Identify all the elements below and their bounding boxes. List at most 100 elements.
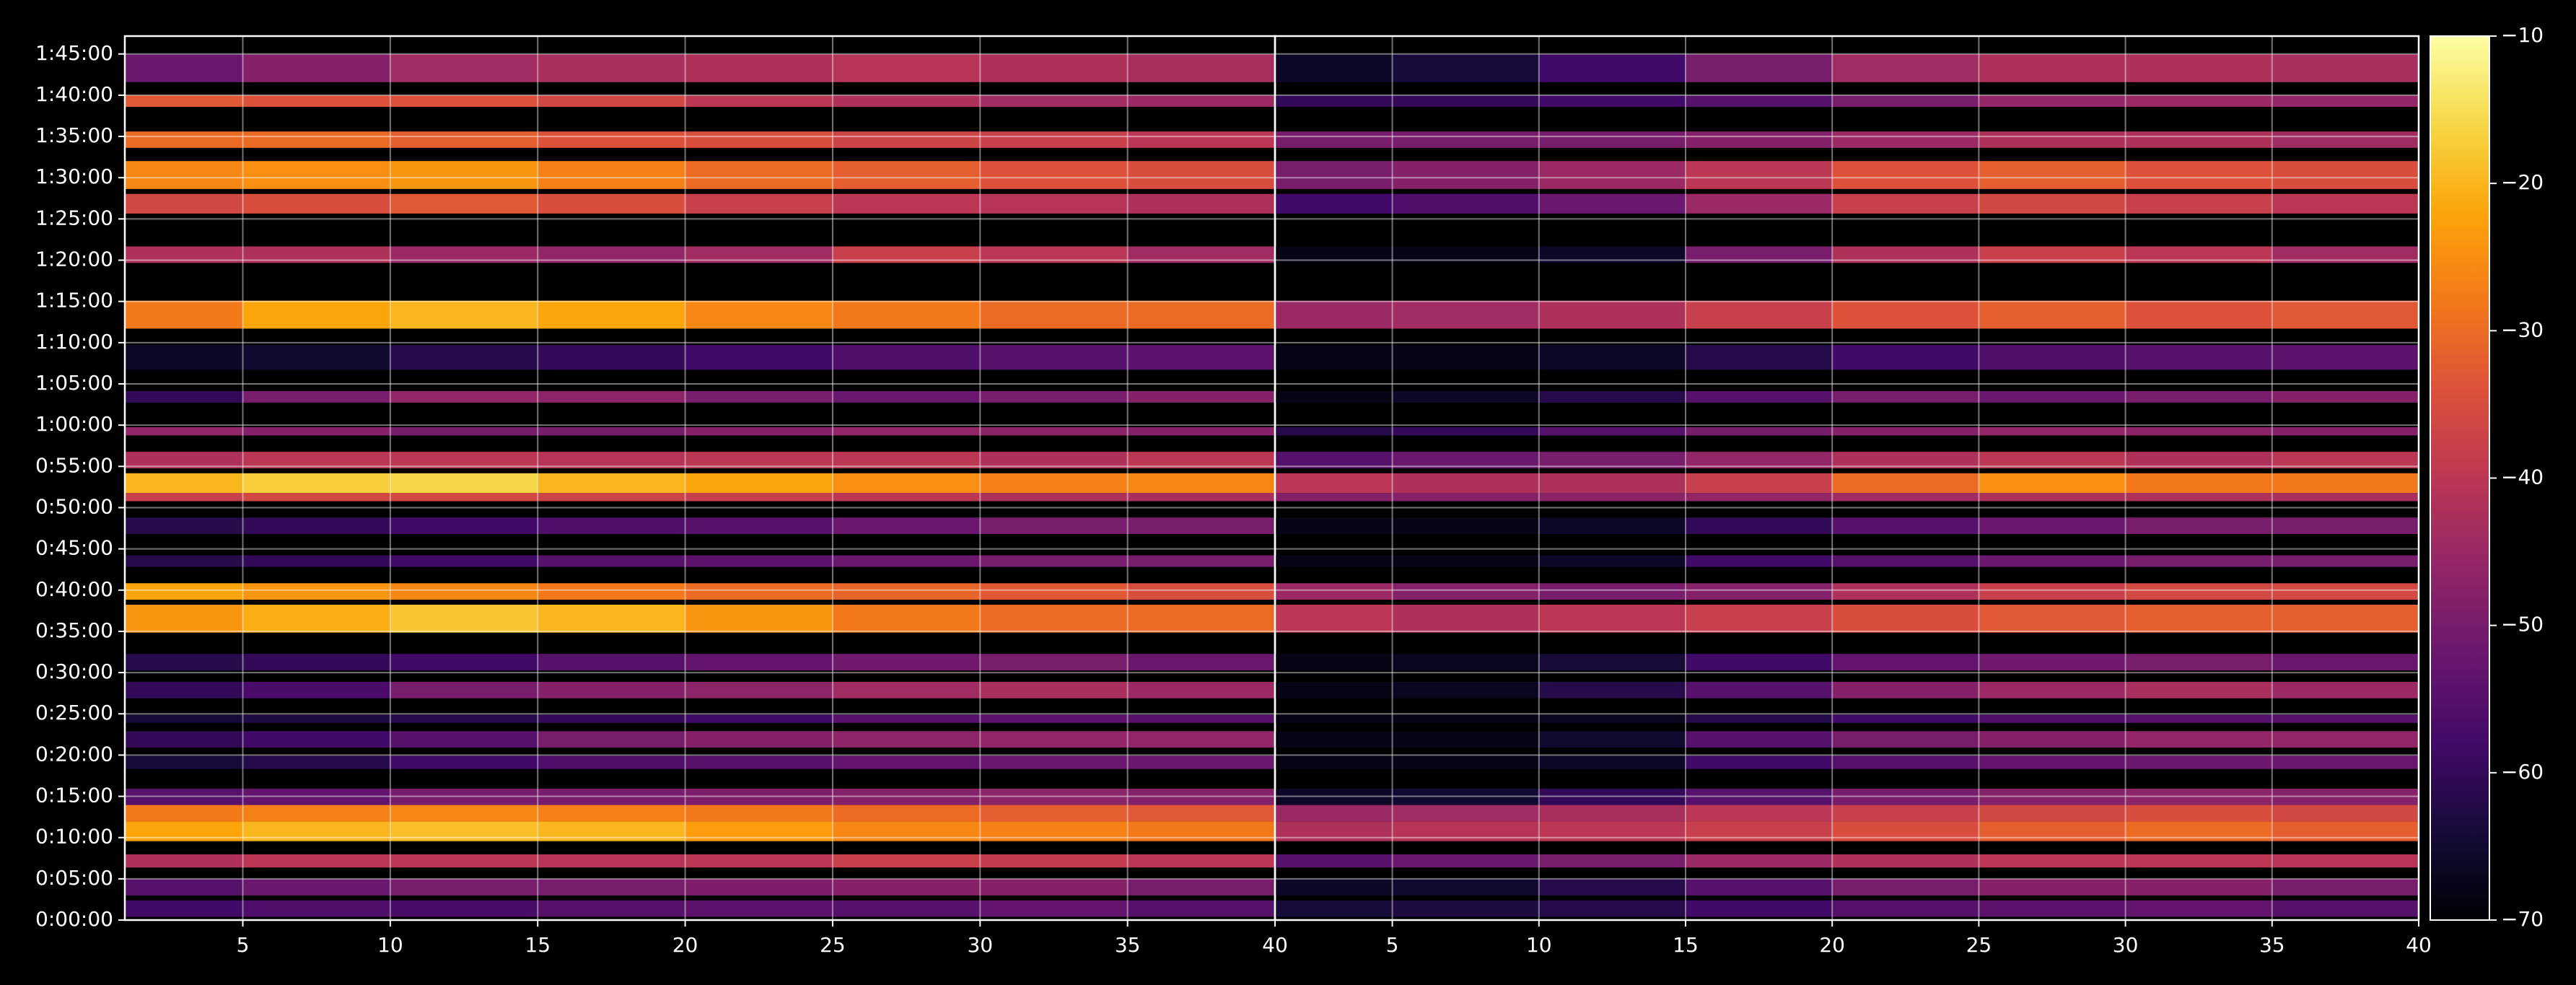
heatmap-cell: [125, 345, 243, 370]
heatmap-cell: [125, 193, 243, 214]
heatmap-cell: [1275, 246, 1393, 263]
heatmap-cell: [1127, 900, 1275, 917]
heatmap-cell: [1979, 54, 2126, 82]
heatmap-cell: [1127, 300, 1275, 329]
heatmap-cell: [1392, 390, 1539, 403]
heatmap-cell: [390, 517, 538, 535]
heatmap-cell: [1127, 555, 1275, 567]
heatmap-cell: [1685, 452, 1833, 468]
heatmap-panel: [125, 54, 1275, 917]
heatmap-cell: [980, 345, 1128, 370]
y-tick-label: 1:05:00: [35, 371, 113, 395]
heatmap-cell: [242, 583, 390, 600]
heatmap-cell: [685, 300, 833, 329]
heatmap-cell: [685, 756, 833, 769]
heatmap-cell: [980, 788, 1128, 805]
heatmap-cell: [1832, 900, 1979, 917]
heatmap-cell: [1979, 654, 2126, 671]
heatmap-cell: [685, 805, 833, 822]
heatmap-cell: [2271, 246, 2419, 263]
heatmap-cell: [1392, 714, 1539, 723]
heatmap-cell: [1127, 517, 1275, 535]
panel-frame: [1274, 35, 2420, 921]
heatmap-cell: [538, 879, 685, 896]
heatmap-cell: [1538, 854, 1686, 868]
x-tick-label: 40: [1262, 933, 1288, 957]
heatmap-cell: [538, 345, 685, 370]
heatmap-cell: [125, 555, 243, 567]
heatmap-cell: [1538, 788, 1686, 805]
heatmap-cell: [980, 879, 1128, 896]
heatmap-cell: [242, 390, 390, 403]
heatmap-cell: [242, 900, 390, 917]
heatmap-cell: [1127, 604, 1275, 633]
x-tick-label: 30: [967, 933, 993, 957]
heatmap-cell: [1685, 427, 1833, 436]
heatmap-cell: [2271, 193, 2419, 214]
heatmap-cell: [1979, 731, 2126, 748]
heatmap-cell: [1538, 345, 1686, 370]
heatmap-cell: [1979, 555, 2126, 567]
heatmap-cell: [1832, 473, 1979, 494]
heatmap-cell: [980, 473, 1128, 494]
heatmap-cell: [2271, 879, 2419, 896]
heatmap-cell: [1979, 345, 2126, 370]
heatmap-cell: [125, 473, 243, 494]
heatmap-cell: [538, 788, 685, 805]
heatmap-cell: [1538, 473, 1686, 494]
heatmap-cell: [390, 246, 538, 263]
heatmap-cell: [685, 493, 833, 502]
heatmap-cell: [980, 493, 1128, 502]
heatmap-cell: [832, 517, 981, 535]
heatmap-cell: [1275, 900, 1393, 917]
heatmap-cell: [390, 654, 538, 671]
y-tick-label: 1:40:00: [35, 82, 113, 106]
x-tick-label: 35: [2259, 933, 2285, 957]
heatmap-cell: [1979, 452, 2126, 468]
heatmap-cell: [390, 300, 538, 329]
heatmap-cell: [538, 805, 685, 822]
heatmap-cell: [1392, 681, 1539, 699]
heatmap-cell: [242, 731, 390, 748]
heatmap-cell: [1275, 95, 1393, 108]
heatmap-cell: [1127, 54, 1275, 82]
x-tick-label: 20: [1819, 933, 1845, 957]
heatmap-cell: [1538, 390, 1686, 403]
heatmap-cell: [1832, 788, 1979, 805]
heatmap-cell: [242, 54, 390, 82]
x-tick-label: 25: [820, 933, 846, 957]
heatmap-cell: [538, 473, 685, 494]
heatmap-cell: [2271, 390, 2419, 403]
heatmap-cell: [538, 95, 685, 108]
heatmap-cell: [980, 161, 1128, 189]
heatmap-cell: [125, 161, 243, 189]
heatmap-cell: [1275, 161, 1393, 189]
heatmap-cell: [125, 493, 243, 502]
heatmap-cell: [1685, 493, 1833, 502]
heatmap-cell: [125, 756, 243, 769]
heatmap-cell: [1979, 879, 2126, 896]
heatmap-cell: [538, 452, 685, 468]
heatmap-cell: [1832, 493, 1979, 502]
heatmap-cell: [2125, 821, 2272, 841]
heatmap-cell: [832, 583, 981, 600]
heatmap-cell: [242, 300, 390, 329]
heatmap-cell: [125, 583, 243, 600]
heatmap-cell: [1392, 756, 1539, 769]
heatmap-cell: [2271, 805, 2419, 822]
y-tick-label: 1:25:00: [35, 206, 113, 229]
heatmap-cell: [832, 714, 981, 723]
heatmap-cell: [832, 604, 981, 633]
heatmap-cell: [832, 555, 981, 567]
heatmap-cell: [980, 95, 1128, 108]
heatmap-cell: [125, 54, 243, 82]
heatmap-cell: [1392, 517, 1539, 535]
heatmap-cell: [2125, 300, 2272, 329]
heatmap-cell: [2125, 555, 2272, 567]
heatmap-cell: [1127, 788, 1275, 805]
heatmap-cell: [242, 193, 390, 214]
heatmap-cell: [2125, 390, 2272, 403]
heatmap-cell: [1685, 854, 1833, 868]
heatmap-cell: [538, 493, 685, 502]
heatmap-cell: [538, 54, 685, 82]
